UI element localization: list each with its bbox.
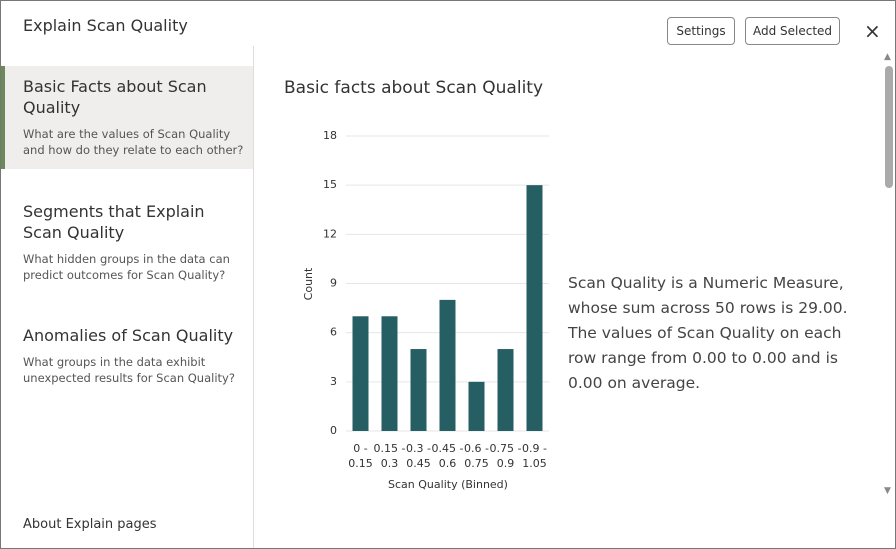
- sidebar-item[interactable]: Segments that Explain Scan Quality What …: [1, 191, 253, 283]
- x-tick-label: 0.9 - 1.05: [522, 442, 547, 470]
- sidebar-item[interactable]: Anomalies of Scan Quality What groups in…: [1, 315, 253, 386]
- bar: [352, 316, 369, 431]
- y-tick-label: 9: [330, 277, 337, 290]
- y-tick-label: 18: [323, 129, 337, 142]
- x-tick-label: 0.3 - 0.45: [406, 442, 431, 470]
- y-tick-label: 12: [323, 227, 337, 240]
- x-tick-label: 0 - 0.15: [348, 442, 373, 470]
- y-tick-label: 0: [330, 424, 337, 437]
- item-description: What groups in the data exhibit unexpect…: [23, 355, 235, 385]
- x-tick-label: 0.15 - 0.3: [373, 442, 406, 470]
- bar: [439, 299, 456, 431]
- dialog-title: Explain Scan Quality: [23, 16, 188, 35]
- y-tick-label: 3: [330, 375, 337, 388]
- summary: Scan Quality is a Numeric Measure, whose…: [568, 274, 848, 392]
- item-title: Segments that Explain Scan Quality: [23, 202, 205, 242]
- bar: [526, 185, 543, 431]
- sidebar-item[interactable]: Basic Facts about Scan Quality What are …: [1, 66, 253, 169]
- bar: [468, 381, 485, 431]
- y-axis-label: Count: [302, 267, 315, 300]
- close-button[interactable]: ×: [864, 19, 881, 43]
- about-link[interactable]: About Explain pages: [23, 517, 157, 532]
- divider: [253, 46, 254, 548]
- item-description: What are the values of Scan Quality and …: [23, 127, 244, 157]
- y-tick-label: 6: [330, 326, 337, 339]
- x-tick-label: 0.6 - 0.75: [464, 442, 489, 470]
- bar: [381, 316, 398, 431]
- item-title: Anomalies of Scan Quality: [23, 326, 234, 345]
- settings-button[interactable]: Settings: [667, 17, 735, 45]
- y-tick-label: 15: [323, 178, 337, 191]
- x-axis-label: Scan Quality (Binned): [388, 478, 508, 491]
- bar: [410, 349, 427, 431]
- scrollbar[interactable]: ▲ ▼: [883, 46, 895, 546]
- x-tick-label: 0.75 - 0.9: [489, 442, 522, 470]
- item-description: What hidden groups in the data can predi…: [23, 252, 230, 282]
- bar: [497, 349, 514, 431]
- x-tick-label: 0.45 - 0.6: [431, 442, 464, 470]
- content-heading: Basic facts about Scan Quality: [284, 78, 544, 98]
- add-selected-button[interactable]: Add Selected: [745, 17, 840, 45]
- item-title: Basic Facts about Scan Quality: [23, 77, 207, 117]
